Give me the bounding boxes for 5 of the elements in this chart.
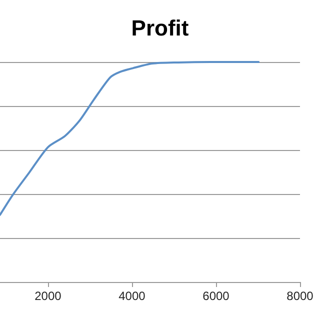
x-tick-label: 4000 <box>118 289 146 303</box>
x-tick-label: 6000 <box>202 289 230 303</box>
x-tick-label: 2000 <box>34 289 62 303</box>
chart-title: Profit <box>131 16 190 40</box>
x-tick-label: 8000 <box>286 289 314 303</box>
